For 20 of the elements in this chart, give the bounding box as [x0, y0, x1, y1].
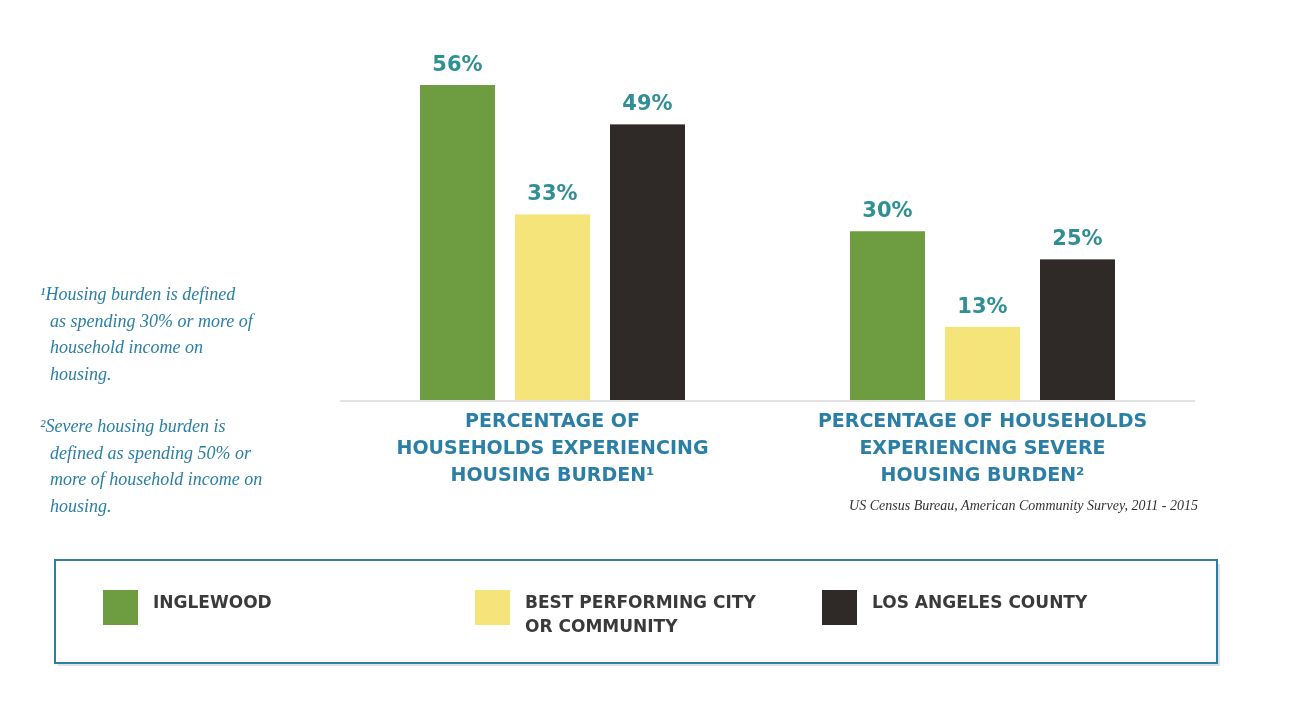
text: ¹Housing burden is defined as spending 30% or more of household income on housing. [40, 284, 256, 384]
bar [515, 214, 590, 400]
x-tick-label: PERCENTAGE OF HOUSEHOLDS EXPERIENCING SEVERE HOUSING BURDEN² [817, 409, 1148, 485]
bar [1040, 259, 1115, 400]
text: US Census Bureau, American Community Survey, 2011 - 2015 [849, 498, 1198, 513]
x-tick-label: PERCENTAGE OF HOUSEHOLDS EXPERIENCING HOUSING BURDEN¹ [396, 409, 709, 485]
data-label: 30% [862, 198, 913, 223]
data-label: 56% [432, 52, 483, 76]
data-label: 25% [1052, 226, 1103, 251]
legend-label: LOS ANGELES COUNTY [872, 592, 1088, 612]
legend-label: BEST PERFORMING CITY OR COMMUNITY [525, 592, 757, 636]
data-label: 33% [527, 181, 578, 206]
bar [945, 326, 1020, 400]
bar [610, 124, 685, 400]
legend-label: INGLEWOOD [153, 592, 272, 612]
data-label: 13% [957, 293, 1008, 318]
text: ²Severe housing burden is defined as spending 50% or more of household income on housing. [40, 416, 263, 516]
bar [420, 85, 495, 400]
bar [850, 231, 925, 400]
data-label: 49% [622, 91, 673, 116]
